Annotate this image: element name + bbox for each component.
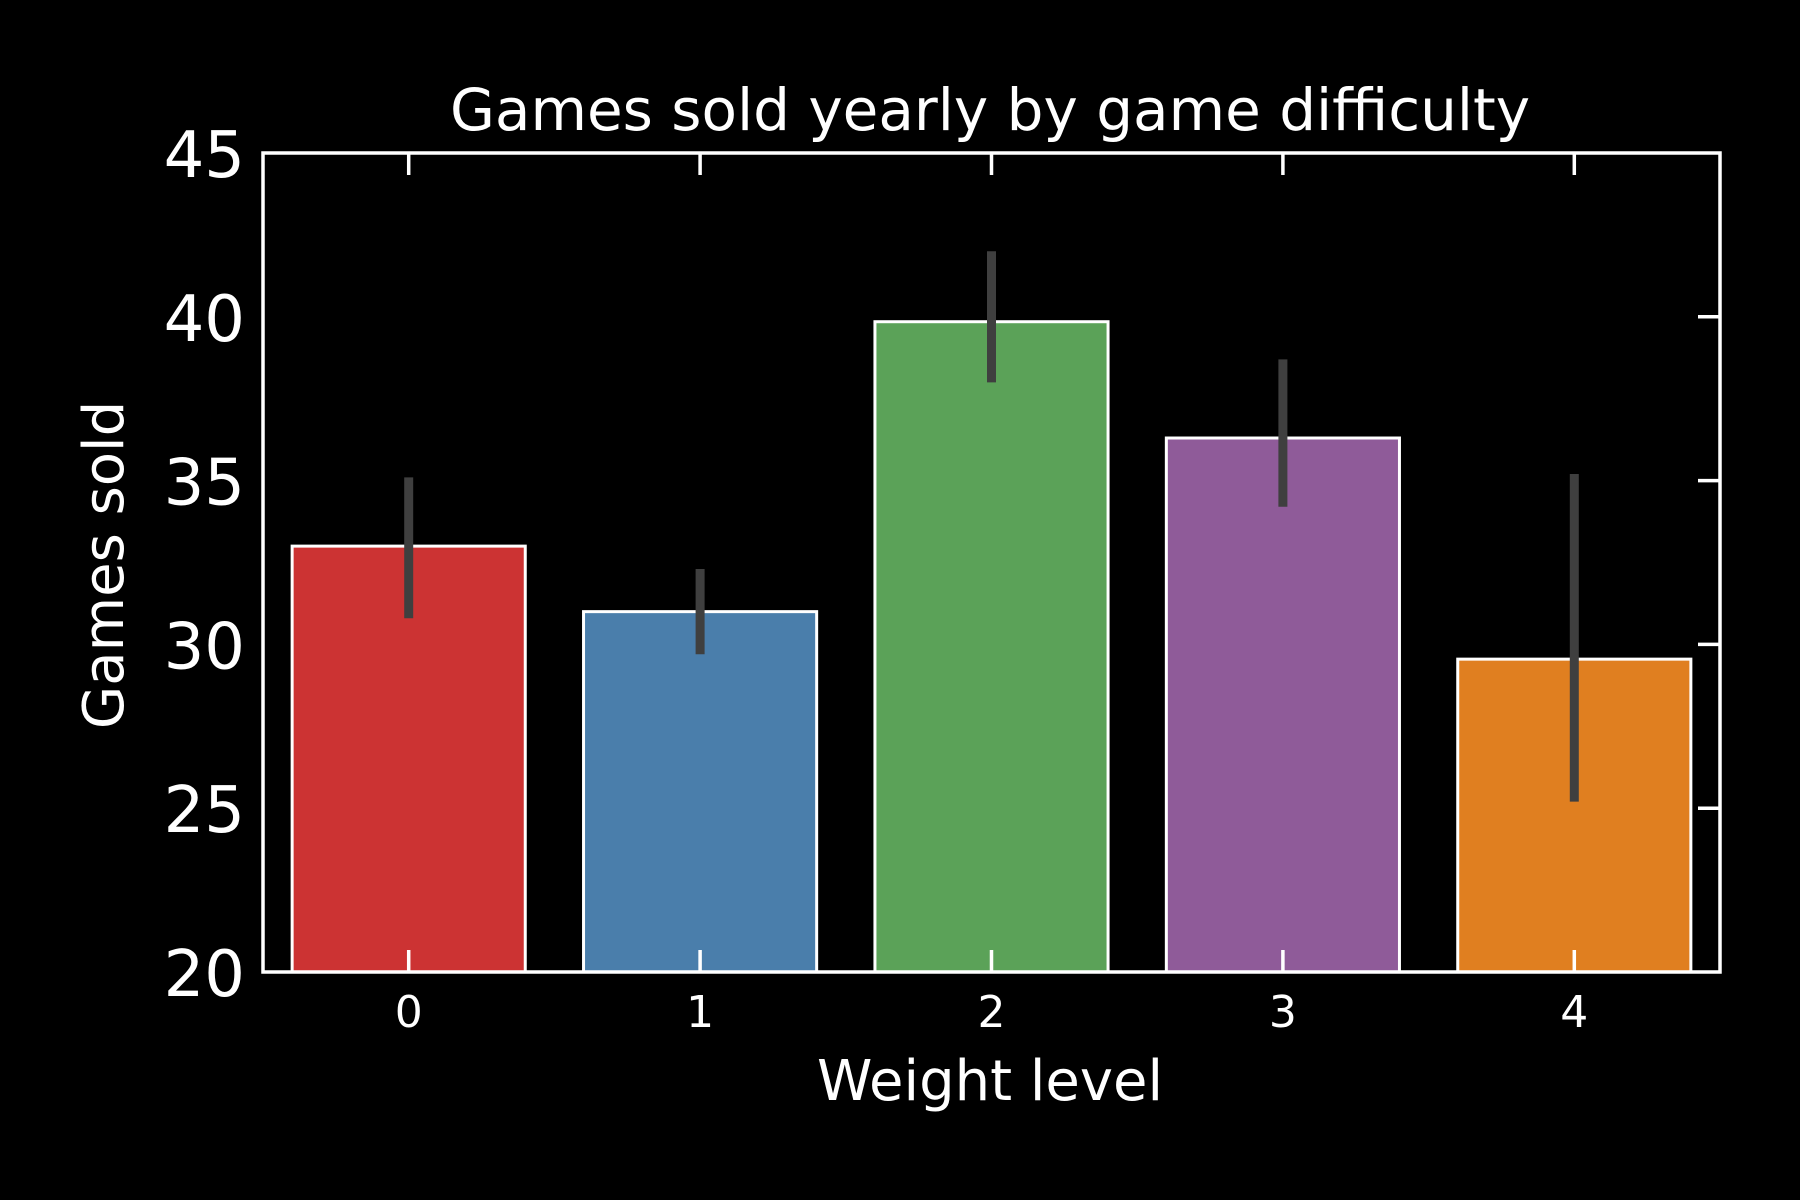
x-tick-label-3: 3 xyxy=(1269,987,1297,1038)
y-tick-label-45: 45 xyxy=(164,119,245,193)
x-tick-label-1: 1 xyxy=(686,987,714,1038)
y-tick-label-30: 30 xyxy=(164,610,245,684)
y-tick-label-25: 25 xyxy=(164,774,245,848)
y-tick-label-40: 40 xyxy=(164,283,245,357)
bar-3 xyxy=(1164,436,1401,974)
bar-2 xyxy=(873,320,1110,974)
tick-group xyxy=(406,153,1720,972)
y-axis-label: Games sold xyxy=(72,401,137,729)
bar-1 xyxy=(582,610,819,974)
y-tick-labels: 20 25 30 35 40 45 xyxy=(164,119,245,1012)
x-tick-label-2: 2 xyxy=(978,987,1006,1038)
y-tick-label-35: 35 xyxy=(164,447,245,521)
x-tick-label-4: 4 xyxy=(1560,987,1588,1038)
bar-group xyxy=(290,320,1693,974)
x-axis-label: Weight level xyxy=(817,1049,1163,1114)
error-bar-group xyxy=(404,251,1579,802)
y-tick-label-20: 20 xyxy=(164,938,245,1012)
chart-title: Games sold yearly by game difficulty xyxy=(450,76,1530,144)
x-tick-label-0: 0 xyxy=(395,987,423,1038)
x-tick-labels: 0 1 2 3 4 xyxy=(395,987,1589,1038)
